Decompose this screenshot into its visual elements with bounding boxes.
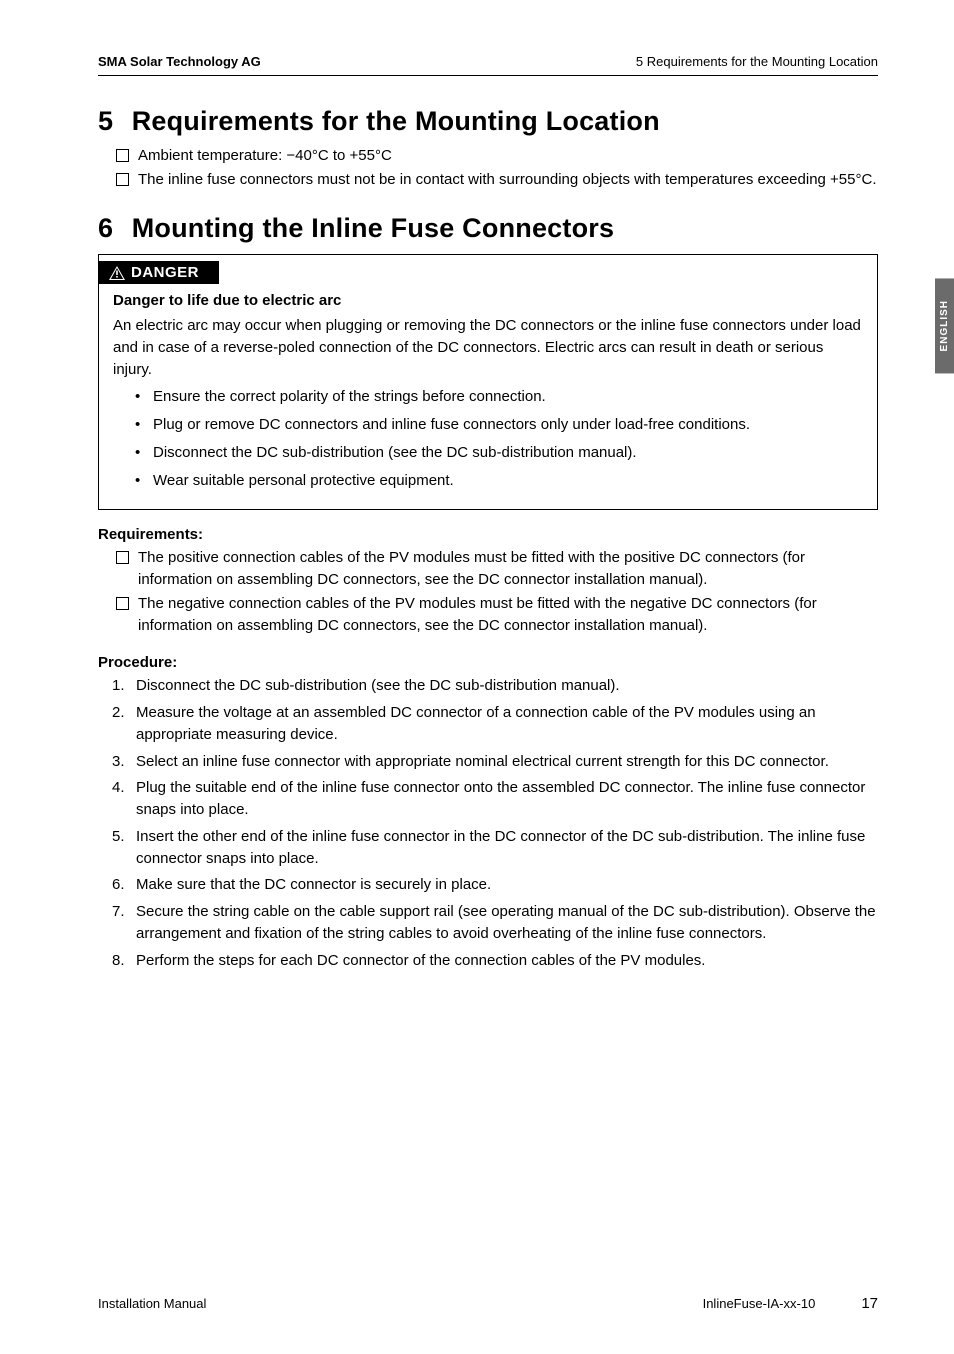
running-header: SMA Solar Technology AG 5 Requirements f… [98, 54, 878, 76]
section-5-title: Requirements for the Mounting Location [132, 106, 660, 136]
step-item: Disconnect the DC sub-distribution (see … [112, 675, 878, 697]
section-6-heading: 6 Mounting the Inline Fuse Connectors [98, 213, 878, 244]
footer-doc-type: Installation Manual [98, 1296, 206, 1311]
bullet-item: Disconnect the DC sub-distribution (see … [135, 442, 863, 464]
check-item: The positive connection cables of the PV… [116, 547, 878, 591]
requirements-list: The positive connection cables of the PV… [116, 547, 878, 636]
bullet-item: Wear suitable personal protective equipm… [135, 470, 863, 492]
danger-heading: Danger to life due to electric arc [113, 292, 863, 309]
section-5-number: 5 [98, 106, 124, 137]
footer-doc-id: InlineFuse-IA-xx-10 [703, 1296, 816, 1311]
check-item: Ambient temperature: −40°C to +55°C [116, 145, 878, 167]
check-item: The inline fuse connectors must not be i… [116, 169, 878, 191]
step-item: Select an inline fuse connector with app… [112, 751, 878, 773]
footer-page-number: 17 [861, 1295, 878, 1312]
check-item: The negative connection cables of the PV… [116, 593, 878, 637]
danger-callout: DANGER Danger to life due to electric ar… [98, 254, 878, 511]
page-content: SMA Solar Technology AG 5 Requirements f… [0, 0, 954, 1354]
step-item: Make sure that the DC connector is secur… [112, 874, 878, 896]
danger-label: DANGER [99, 261, 219, 284]
section-5-heading: 5 Requirements for the Mounting Location [98, 106, 878, 137]
section-6: 6 Mounting the Inline Fuse Connectors DA… [98, 213, 878, 972]
section-5-checklist: Ambient temperature: −40°C to +55°C The … [116, 145, 878, 191]
procedure-list: Disconnect the DC sub-distribution (see … [112, 675, 878, 971]
step-item: Perform the steps for each DC connector … [112, 950, 878, 972]
danger-label-text: DANGER [131, 264, 199, 281]
section-6-title: Mounting the Inline Fuse Connectors [132, 213, 615, 243]
bullet-item: Plug or remove DC connectors and inline … [135, 414, 863, 436]
step-item: Insert the other end of the inline fuse … [112, 826, 878, 870]
danger-body: An electric arc may occur when plugging … [113, 315, 863, 380]
warning-triangle-icon [109, 266, 125, 280]
section-6-number: 6 [98, 213, 124, 244]
step-item: Measure the voltage at an assembled DC c… [112, 702, 878, 746]
bullet-item: Ensure the correct polarity of the strin… [135, 386, 863, 408]
step-item: Secure the string cable on the cable sup… [112, 901, 878, 945]
header-company: SMA Solar Technology AG [98, 54, 261, 69]
header-section: 5 Requirements for the Mounting Location [636, 54, 878, 69]
danger-bullets: Ensure the correct polarity of the strin… [135, 386, 863, 491]
requirements-heading: Requirements: [98, 526, 878, 543]
procedure-heading: Procedure: [98, 654, 878, 671]
step-item: Plug the suitable end of the inline fuse… [112, 777, 878, 821]
running-footer: Installation Manual InlineFuse-IA-xx-10 … [98, 1295, 878, 1312]
